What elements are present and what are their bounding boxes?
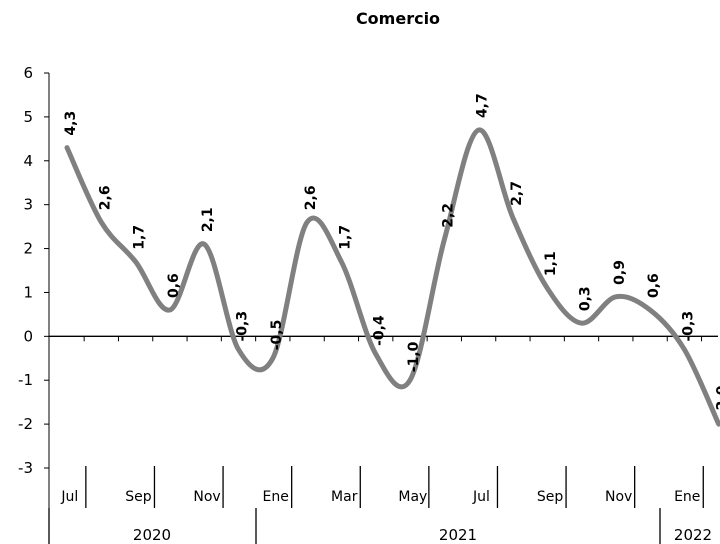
y-tick-label: 1	[23, 283, 33, 301]
data-label: 0,6	[166, 273, 182, 298]
data-label: 4,7	[475, 93, 491, 118]
year-label: 2021	[439, 526, 477, 544]
y-tick-label: 4	[23, 152, 33, 170]
data-label: -2,0	[715, 385, 720, 416]
y-tick-label: 6	[23, 64, 33, 82]
x-tick-label: Ene	[674, 489, 700, 505]
data-labels: 4,3 2,6 1,7 0,6 2,1 -0,3 -0,5 2,6 1,7 -0,4 -1,0 2,2…	[63, 93, 720, 416]
data-label: -0,4	[372, 315, 388, 346]
y-tick-label: 2	[23, 240, 33, 258]
x-tick-label: Sep	[537, 489, 564, 505]
series-layer	[64, 127, 720, 427]
data-label: 0,9	[612, 260, 628, 285]
data-label: 0,6	[646, 273, 662, 298]
year-label: 2020	[133, 526, 171, 544]
y-tick-label: 3	[23, 196, 33, 214]
series-line	[64, 127, 720, 427]
y-tick-label: -3	[18, 459, 33, 477]
y-tick-label: 0	[23, 327, 33, 345]
x-tick-label: May	[398, 489, 427, 505]
data-label: -0,5	[269, 320, 285, 351]
data-label: 1,7	[337, 225, 353, 250]
year-label: 2022	[674, 526, 712, 544]
data-label: 1,1	[543, 251, 559, 276]
x-tick-label: Nov	[193, 489, 220, 505]
x-tick-label: Jul	[472, 489, 490, 505]
y-tick-label: -1	[18, 371, 33, 389]
y-tick-label: 5	[23, 108, 33, 126]
data-label: -1,0	[406, 341, 422, 372]
data-label: 2,6	[97, 185, 113, 210]
axes: 6 5 4 3 2 1 0 -1 -2 -3 Jul Sep Nov Ene Mar May Jul Sep Nov…	[18, 64, 718, 544]
data-label: -0,3	[680, 311, 696, 342]
data-label: 4,3	[63, 111, 79, 136]
data-label: 1,7	[132, 225, 148, 250]
x-tick-label: Sep	[125, 489, 152, 505]
x-tick-label: Nov	[605, 489, 632, 505]
data-label: 2,1	[200, 207, 216, 232]
data-label: 0,3	[578, 286, 594, 311]
data-label: 2,7	[509, 181, 525, 206]
y-tick-label: -2	[18, 415, 33, 433]
data-label: 2,2	[440, 203, 456, 228]
x-tick-label: Jul	[60, 489, 78, 505]
data-label: -0,3	[235, 311, 251, 342]
x-tick-label: Mar	[331, 489, 358, 505]
x-tick-label: Ene	[262, 489, 288, 505]
data-label: 2,6	[303, 185, 319, 210]
chart-title: Comercio	[356, 9, 440, 28]
